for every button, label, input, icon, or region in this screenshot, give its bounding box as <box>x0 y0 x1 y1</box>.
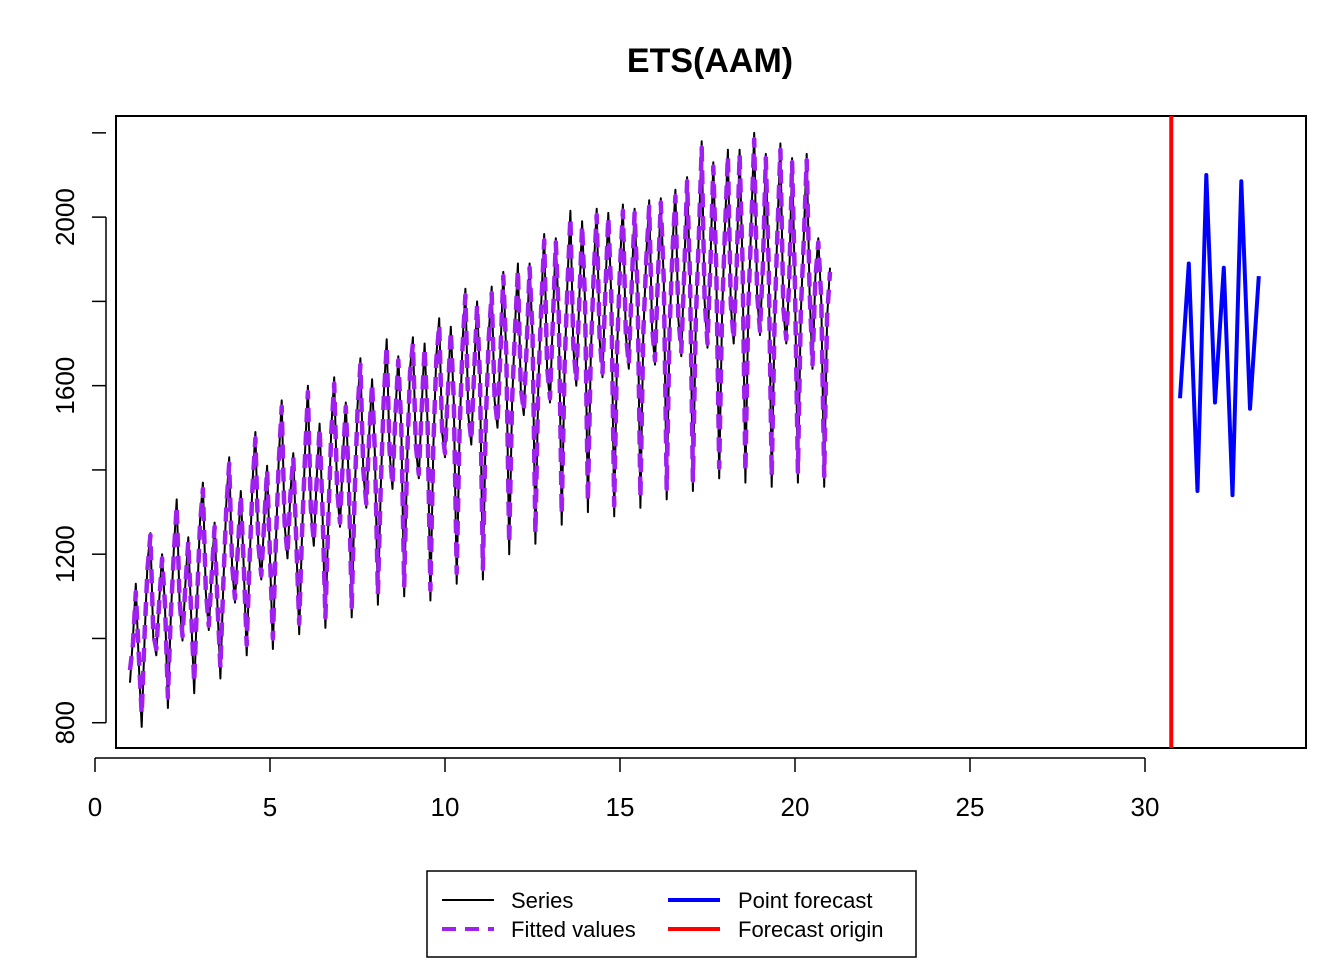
legend-box <box>426 870 917 958</box>
plot-lines <box>127 116 1261 748</box>
x-tick-label: 25 <box>956 792 985 822</box>
legend-label-series: Series <box>511 888 573 913</box>
series-line <box>129 131 831 728</box>
fitted-values-line <box>127 136 833 717</box>
x-tick-label: 30 <box>1131 792 1160 822</box>
plot-frame <box>115 115 1307 749</box>
y-tick-label: 1200 <box>50 525 80 583</box>
y-axis: 800 1200 1600 2000 <box>50 132 107 744</box>
legend: Series Fitted values Point forecast Fore… <box>426 870 917 958</box>
x-tick-label: 0 <box>88 792 102 822</box>
x-tick-label: 15 <box>606 792 635 822</box>
x-axis: 0 5 10 15 20 25 30 <box>88 757 1160 822</box>
x-tick-label: 10 <box>431 792 460 822</box>
y-tick-label: 2000 <box>50 188 80 246</box>
legend-label-forecast: Point forecast <box>738 888 873 913</box>
point-forecast-line <box>1178 173 1261 498</box>
legend-label-fitted: Fitted values <box>511 917 636 942</box>
y-tick-label: 800 <box>50 701 80 744</box>
legend-label-origin: Forecast origin <box>738 917 884 942</box>
x-tick-label: 20 <box>781 792 810 822</box>
chart-title: ETS(AAM) <box>627 42 793 80</box>
x-tick-label: 5 <box>263 792 277 822</box>
y-tick-label: 1600 <box>50 357 80 415</box>
